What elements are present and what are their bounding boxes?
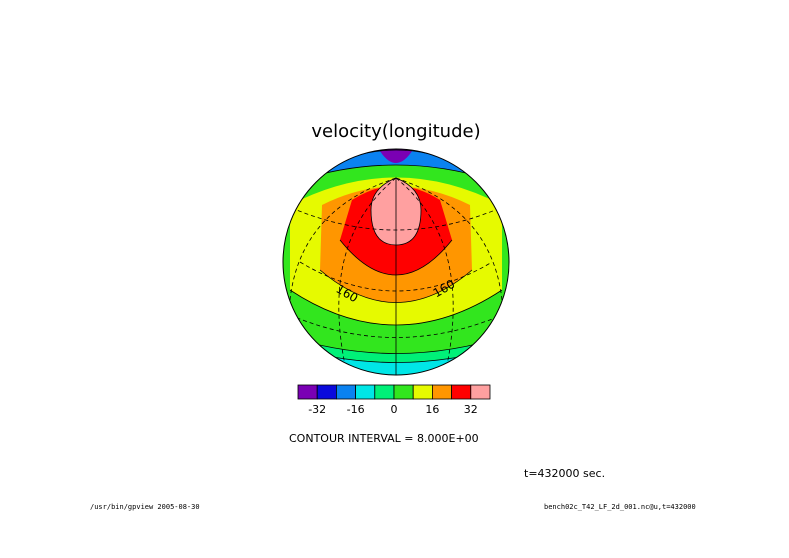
footer-left: /usr/bin/gpview 2005-08-30 bbox=[90, 503, 200, 511]
colorbar-tick-label: 0 bbox=[391, 403, 398, 416]
colorbar-swatch bbox=[431, 384, 452, 400]
colorbar-swatch bbox=[451, 384, 472, 400]
colorbar-swatch bbox=[412, 384, 433, 400]
chart-title: velocity(longitude) bbox=[311, 121, 480, 142]
colorbar-swatch bbox=[335, 384, 356, 400]
grid-lines bbox=[284, 177, 508, 366]
band-purple bbox=[378, 149, 414, 163]
colorbar-swatch bbox=[316, 384, 337, 400]
colorbar-tick-label: 16 bbox=[425, 403, 439, 416]
colorbar: -32 -16 0 16 32 bbox=[297, 384, 491, 416]
globe: 160 160 bbox=[282, 148, 510, 376]
colorbar-tick-label: -16 bbox=[347, 403, 365, 416]
colorbar-swatch bbox=[297, 384, 318, 400]
globe-outline bbox=[282, 148, 510, 376]
colorbar-swatch bbox=[355, 384, 376, 400]
colorbar-tick-label: -32 bbox=[308, 403, 326, 416]
colorbar-swatch bbox=[470, 384, 491, 400]
time-label: t=432000 sec. bbox=[524, 467, 605, 480]
footer-right: bench02c_T42_LF_2d_001.nc@u,t=432000 bbox=[544, 503, 696, 511]
contour-interval: CONTOUR INTERVAL = 8.000E+00 bbox=[289, 432, 479, 445]
colorbar-swatch bbox=[374, 384, 395, 400]
colorbar-tick-label: 32 bbox=[464, 403, 478, 416]
colorbar-swatch bbox=[393, 384, 414, 400]
